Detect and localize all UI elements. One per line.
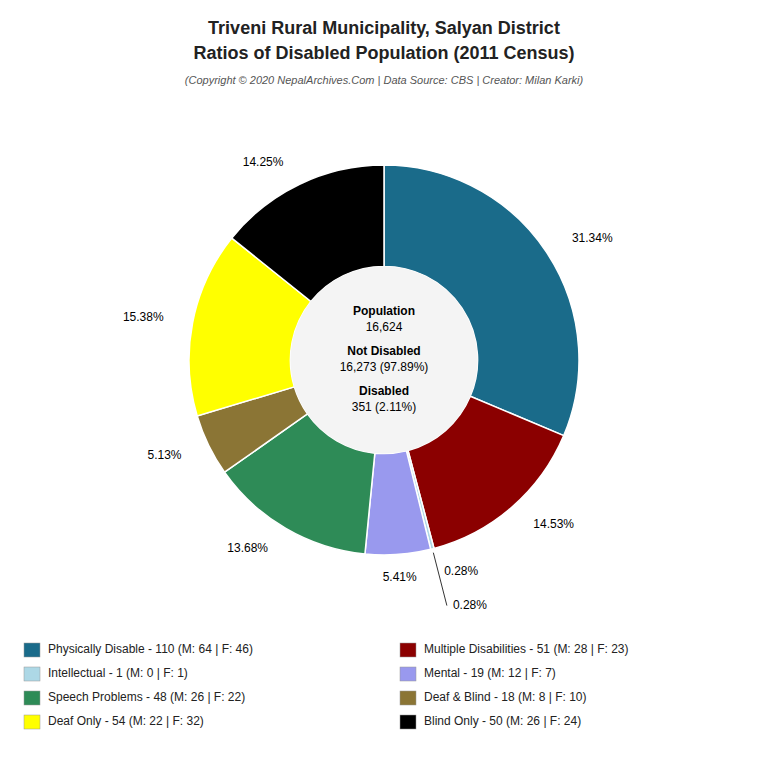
data-label: 13.68%: [227, 541, 268, 555]
leader-line: [433, 553, 447, 606]
title: Ratios of Disabled Population (2011 Cens…: [193, 43, 574, 63]
legend-swatch: [24, 643, 40, 657]
data-label: 5.13%: [148, 448, 182, 462]
legend-label: Blind Only - 50 (M: 26 | F: 24): [424, 714, 581, 728]
center-text: Disabled: [359, 384, 409, 398]
annotation: 0.28%: [453, 598, 487, 612]
legend-label: Speech Problems - 48 (M: 26 | F: 22): [48, 690, 245, 704]
legend-item: Mental - 19 (M: 12 | F: 7): [400, 666, 556, 681]
legend-label: Intellectual - 1 (M: 0 | F: 1): [48, 666, 188, 680]
legend-label: Multiple Disabilities - 51 (M: 28 | F: 2…: [424, 642, 629, 656]
legend-label: Physically Disable - 110 (M: 64 | F: 46): [48, 642, 253, 656]
legend-swatch: [24, 691, 40, 705]
center-text: 16,624: [366, 320, 403, 334]
legend-swatch: [400, 643, 416, 657]
legend-swatch: [24, 667, 40, 681]
data-label: 0.28%: [444, 564, 478, 578]
legend-label: Deaf Only - 54 (M: 22 | F: 32): [48, 714, 204, 728]
data-label: 31.34%: [572, 231, 613, 245]
legend-item: Deaf Only - 54 (M: 22 | F: 32): [24, 714, 204, 729]
center-text: Population: [353, 304, 415, 318]
legend-item: Physically Disable - 110 (M: 64 | F: 46): [24, 642, 253, 657]
legend-label: Mental - 19 (M: 12 | F: 7): [424, 666, 556, 680]
legend-label: Deaf & Blind - 18 (M: 8 | F: 10): [424, 690, 587, 704]
legend-item: Multiple Disabilities - 51 (M: 28 | F: 2…: [400, 642, 629, 657]
data-label: 14.25%: [243, 155, 284, 169]
legend-swatch: [400, 691, 416, 705]
slice: [365, 451, 431, 555]
legend-swatch: [400, 715, 416, 729]
legend-swatch: [400, 667, 416, 681]
title: Triveni Rural Municipality, Salyan Distr…: [208, 18, 560, 38]
subtitle: (Copyright © 2020 NepalArchives.Com | Da…: [185, 74, 584, 86]
center-text: Not Disabled: [347, 344, 420, 358]
data-label: 15.38%: [123, 310, 164, 324]
legend-swatch: [24, 715, 40, 729]
legend-item: Blind Only - 50 (M: 26 | F: 24): [400, 714, 581, 729]
legend-item: Deaf & Blind - 18 (M: 8 | F: 10): [400, 690, 587, 705]
center-text: 16,273 (97.89%): [340, 360, 429, 374]
center-text: 351 (2.11%): [352, 400, 416, 414]
legend-item: Speech Problems - 48 (M: 26 | F: 22): [24, 690, 245, 705]
center-circle: [290, 266, 477, 453]
data-label: 14.53%: [533, 517, 574, 531]
data-label: 5.41%: [383, 570, 417, 584]
donut: 31.34% 14.53% 0.28% 5.41% 13.68% 5.13% 15.38% 1…: [123, 155, 613, 611]
chart: Triveni Rural Municipality, Salyan Distr…: [0, 0, 768, 768]
legend-item: Intellectual - 1 (M: 0 | F: 1): [24, 666, 188, 681]
legend: Physically Disable - 110 (M: 64 | F: 46)…: [24, 642, 629, 729]
